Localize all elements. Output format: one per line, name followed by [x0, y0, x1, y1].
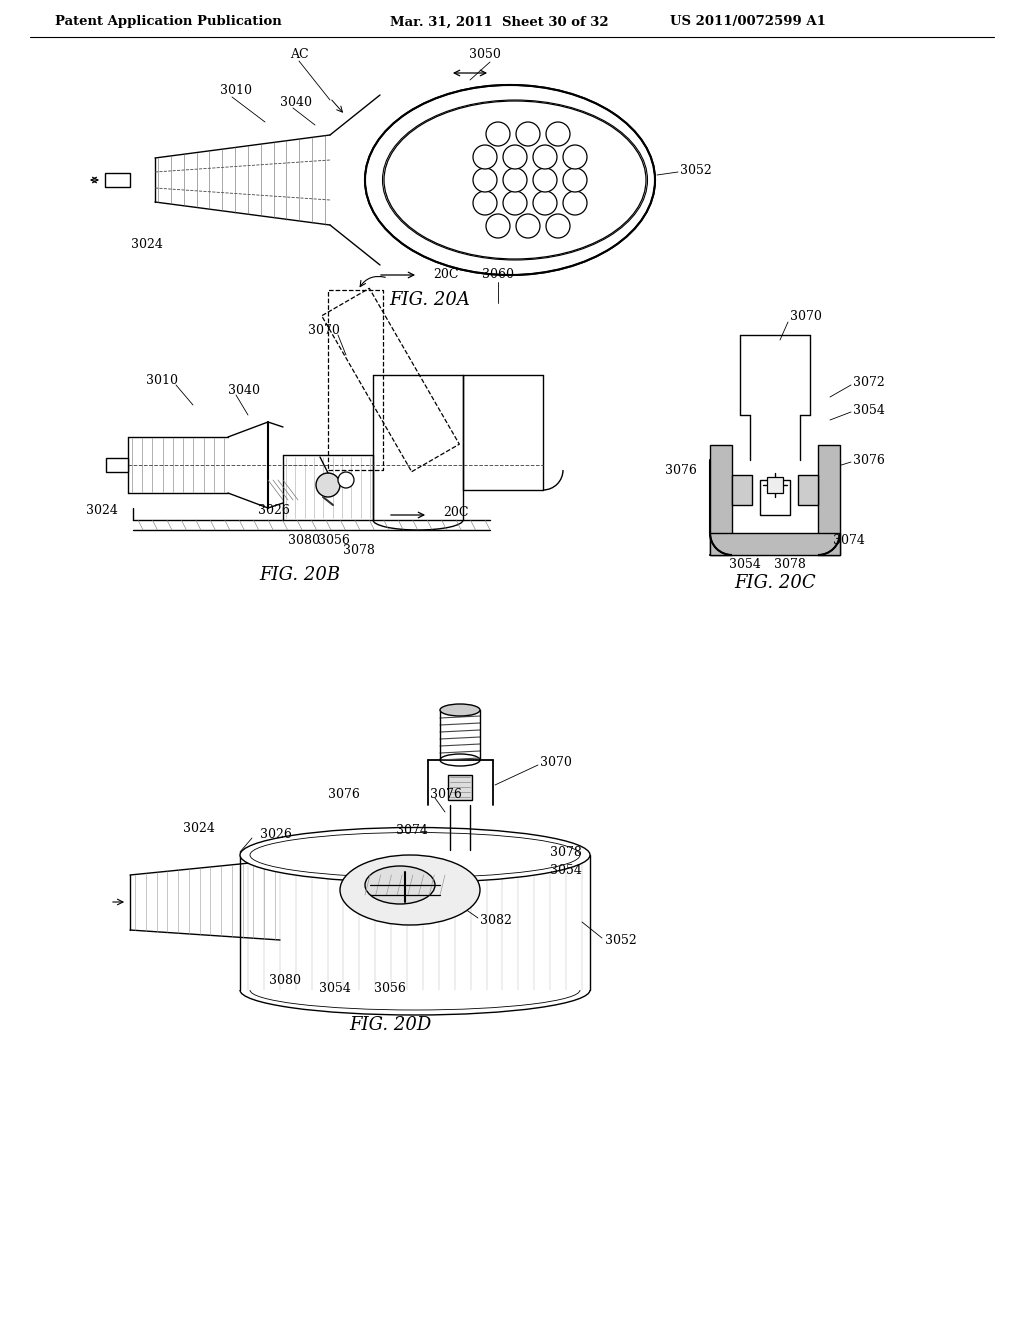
Text: 3050: 3050 — [469, 49, 501, 62]
Text: FIG. 20D: FIG. 20D — [349, 1016, 431, 1034]
Text: 3052: 3052 — [605, 933, 637, 946]
Bar — [105, 173, 130, 187]
Text: 3024: 3024 — [131, 239, 163, 252]
Ellipse shape — [365, 866, 435, 904]
Text: 3040: 3040 — [228, 384, 260, 396]
Bar — [798, 475, 818, 506]
Text: 3010: 3010 — [146, 374, 178, 387]
Text: FIG. 20B: FIG. 20B — [259, 566, 341, 583]
Circle shape — [516, 214, 540, 238]
Circle shape — [534, 145, 557, 169]
Text: 3060: 3060 — [482, 268, 514, 281]
Text: Patent Application Publication: Patent Application Publication — [55, 16, 282, 29]
Text: 3070: 3070 — [790, 310, 822, 323]
Text: FIG. 20A: FIG. 20A — [389, 290, 470, 309]
Text: 3024: 3024 — [183, 821, 215, 834]
Text: 3024: 3024 — [86, 503, 118, 516]
Bar — [760, 480, 790, 515]
Text: 3070: 3070 — [308, 323, 340, 337]
Circle shape — [473, 191, 497, 215]
Ellipse shape — [240, 828, 590, 883]
Text: 3078: 3078 — [550, 846, 582, 858]
Text: 3054: 3054 — [319, 982, 351, 994]
Circle shape — [503, 145, 527, 169]
Text: 3070: 3070 — [540, 755, 571, 768]
Text: FIG. 20C: FIG. 20C — [734, 574, 816, 591]
Ellipse shape — [440, 704, 480, 715]
Circle shape — [486, 121, 510, 147]
Ellipse shape — [365, 84, 655, 275]
Circle shape — [473, 168, 497, 191]
Text: 3056: 3056 — [374, 982, 406, 994]
Text: 3052: 3052 — [680, 164, 712, 177]
Text: 3054: 3054 — [550, 863, 582, 876]
Text: 3080: 3080 — [288, 533, 319, 546]
Text: 3076: 3076 — [430, 788, 462, 801]
Text: Mar. 31, 2011  Sheet 30 of 32: Mar. 31, 2011 Sheet 30 of 32 — [390, 16, 608, 29]
Text: 3054: 3054 — [853, 404, 885, 417]
Circle shape — [563, 145, 587, 169]
Bar — [732, 475, 752, 506]
Bar — [767, 477, 783, 492]
Ellipse shape — [250, 833, 580, 878]
Circle shape — [503, 191, 527, 215]
Circle shape — [546, 121, 570, 147]
Text: 20C: 20C — [443, 507, 469, 520]
Text: 3076: 3076 — [853, 454, 885, 466]
Ellipse shape — [366, 86, 654, 275]
Text: 3010: 3010 — [220, 83, 252, 96]
Circle shape — [338, 473, 354, 488]
Text: 3040: 3040 — [280, 95, 312, 108]
Text: 3076: 3076 — [328, 788, 360, 801]
Text: 3074: 3074 — [833, 533, 865, 546]
Bar — [818, 445, 840, 554]
Text: 3056: 3056 — [318, 533, 350, 546]
Text: 3026: 3026 — [260, 829, 292, 842]
Circle shape — [503, 168, 527, 191]
Text: 3078: 3078 — [343, 544, 375, 557]
Text: 3072: 3072 — [853, 376, 885, 389]
Text: 3080: 3080 — [269, 974, 301, 986]
Text: 3026: 3026 — [258, 503, 290, 516]
Circle shape — [546, 214, 570, 238]
Circle shape — [563, 191, 587, 215]
Bar — [710, 533, 840, 554]
Bar — [710, 445, 732, 554]
Circle shape — [534, 168, 557, 191]
Circle shape — [473, 145, 497, 169]
Text: 3082: 3082 — [480, 913, 512, 927]
Circle shape — [316, 473, 340, 498]
Circle shape — [534, 191, 557, 215]
Bar — [106, 458, 128, 473]
Text: US 2011/0072599 A1: US 2011/0072599 A1 — [670, 16, 826, 29]
Text: 3076: 3076 — [666, 463, 697, 477]
Text: AC: AC — [290, 49, 308, 62]
Ellipse shape — [384, 102, 646, 259]
Ellipse shape — [383, 100, 647, 260]
Text: 3074: 3074 — [396, 824, 428, 837]
Bar — [449, 775, 472, 800]
Ellipse shape — [440, 754, 480, 766]
Text: 3054: 3054 — [729, 558, 761, 572]
Ellipse shape — [340, 855, 480, 925]
Text: 3078: 3078 — [774, 558, 806, 572]
Circle shape — [516, 121, 540, 147]
Text: 20C: 20C — [433, 268, 459, 281]
Circle shape — [486, 214, 510, 238]
Circle shape — [563, 168, 587, 191]
